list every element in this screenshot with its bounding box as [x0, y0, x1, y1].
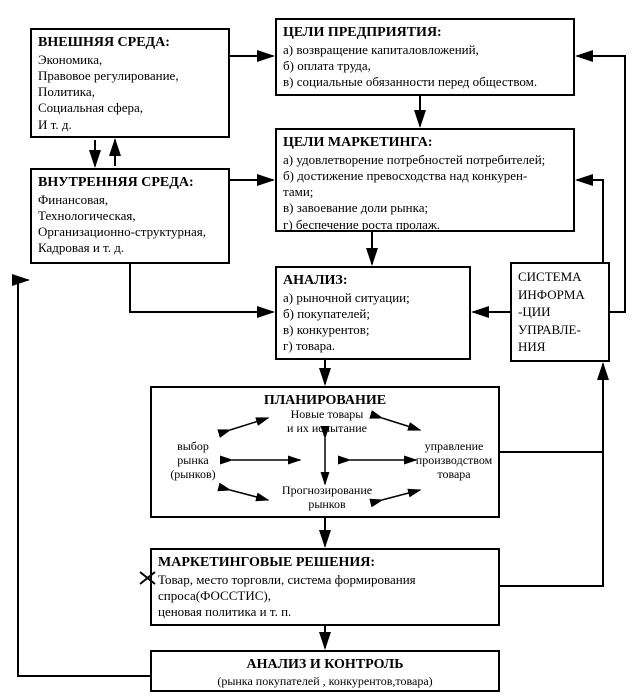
enterprise-goals-line: в) социальные обязанности перед общество…	[283, 74, 567, 90]
enterprise-goals-title: ЦЕЛИ ПРЕДПРИЯТИЯ:	[283, 24, 567, 42]
external-env-line: И т. д.	[38, 117, 222, 133]
external-env-line: Социальная сфера,	[38, 100, 222, 116]
info-system-line: НИЯ	[518, 338, 602, 356]
external-env-line: Правовое регулирование,	[38, 68, 222, 84]
marketing-decisions-title: МАРКЕТИНГОВЫЕ РЕШЕНИЯ:	[158, 554, 492, 572]
arrow-decisions-to-info	[500, 452, 603, 586]
planning-forecast: Прогнозированиерынков	[270, 484, 384, 512]
marketing-goals-line: в) завоевание доли рынка;	[283, 200, 567, 216]
analysis-line: б) покупателей;	[283, 306, 463, 322]
info-system-line: УПРАВЛЕ-	[518, 321, 602, 339]
box-internal-env: ВНУТРЕННЯЯ СРЕДА: Финансовая, Технологич…	[30, 168, 230, 264]
marketing-goals-line: г) беспечение роста пролаж.	[283, 217, 567, 233]
marketing-goals-title: ЦЕЛИ МАРКЕТИНГА:	[283, 134, 567, 152]
info-system-line: СИСТЕМА	[518, 268, 602, 286]
analysis-control-sub: (рынка покупателей , конкурентов,товара)	[158, 674, 492, 689]
marketing-goals-line: а) удовлетворение потребностей потребите…	[283, 152, 567, 168]
box-analysis-control: АНАЛИЗ И КОНТРОЛЬ (рынка покупателей , к…	[150, 650, 500, 692]
info-system-line: -ЦИИ	[518, 303, 602, 321]
box-marketing-decisions: МАРКЕТИНГОВЫЕ РЕШЕНИЯ: Товар, место торг…	[150, 548, 500, 626]
external-env-title: ВНЕШНЯЯ СРЕДА:	[38, 34, 222, 52]
internal-env-line: Технологическая,	[38, 208, 222, 224]
enterprise-goals-line: а) возвращение капиталовложений,	[283, 42, 567, 58]
analysis-line: г) товара.	[283, 338, 463, 354]
external-env-line: Политика,	[38, 84, 222, 100]
box-external-env: ВНЕШНЯЯ СРЕДА: Экономика, Правовое регул…	[30, 28, 230, 138]
box-enterprise-goals: ЦЕЛИ ПРЕДПРИЯТИЯ: а) возвращение капитал…	[275, 18, 575, 96]
internal-env-line: Кадровая и т. д.	[38, 240, 222, 256]
internal-env-line: Организационно-структурная,	[38, 224, 222, 240]
planning-prod-mgmt: управлениепроизводствомтовара	[410, 440, 498, 481]
internal-env-line: Финансовая,	[38, 192, 222, 208]
planning-new-products: Новые товарыи их испытание	[272, 408, 382, 436]
marketing-decisions-line: ценовая политика и т. п.	[158, 604, 492, 620]
arrow-planning-to-info	[500, 364, 603, 452]
analysis-title: АНАЛИЗ:	[283, 272, 463, 290]
arrow-feedback-left	[18, 280, 150, 676]
marketing-decisions-line: спроса(ФОССТИС),	[158, 588, 492, 604]
arrow-info-to-marketing	[577, 180, 603, 262]
planning-market-choice: выборрынка(рынков)	[158, 440, 228, 481]
internal-env-title: ВНУТРЕННЯЯ СРЕДА:	[38, 174, 222, 192]
marketing-goals-line: тами;	[283, 184, 567, 200]
box-analysis: АНАЛИЗ: а) рыночной ситуации; б) покупат…	[275, 266, 471, 360]
box-marketing-goals: ЦЕЛИ МАРКЕТИНГА: а) удовлетворение потре…	[275, 128, 575, 232]
box-info-system: СИСТЕМА ИНФОРМА -ЦИИ УПРАВЛЕ- НИЯ	[510, 262, 610, 362]
box-planning: ПЛАНИРОВАНИЕ Новые товарыи их испытание …	[150, 386, 500, 518]
marketing-goals-line: б) достижение превосходства над конкурен…	[283, 168, 567, 184]
external-env-line: Экономика,	[38, 52, 222, 68]
enterprise-goals-line: б) оплата труда,	[283, 58, 567, 74]
analysis-control-title: АНАЛИЗ И КОНТРОЛЬ	[158, 656, 492, 674]
arrow-internal-to-analysis	[130, 264, 273, 312]
analysis-line: в) конкурентов;	[283, 322, 463, 338]
marketing-decisions-line: Товар, место торговли, система формирова…	[158, 572, 492, 588]
analysis-line: а) рыночной ситуации;	[283, 290, 463, 306]
info-system-line: ИНФОРМА	[518, 286, 602, 304]
